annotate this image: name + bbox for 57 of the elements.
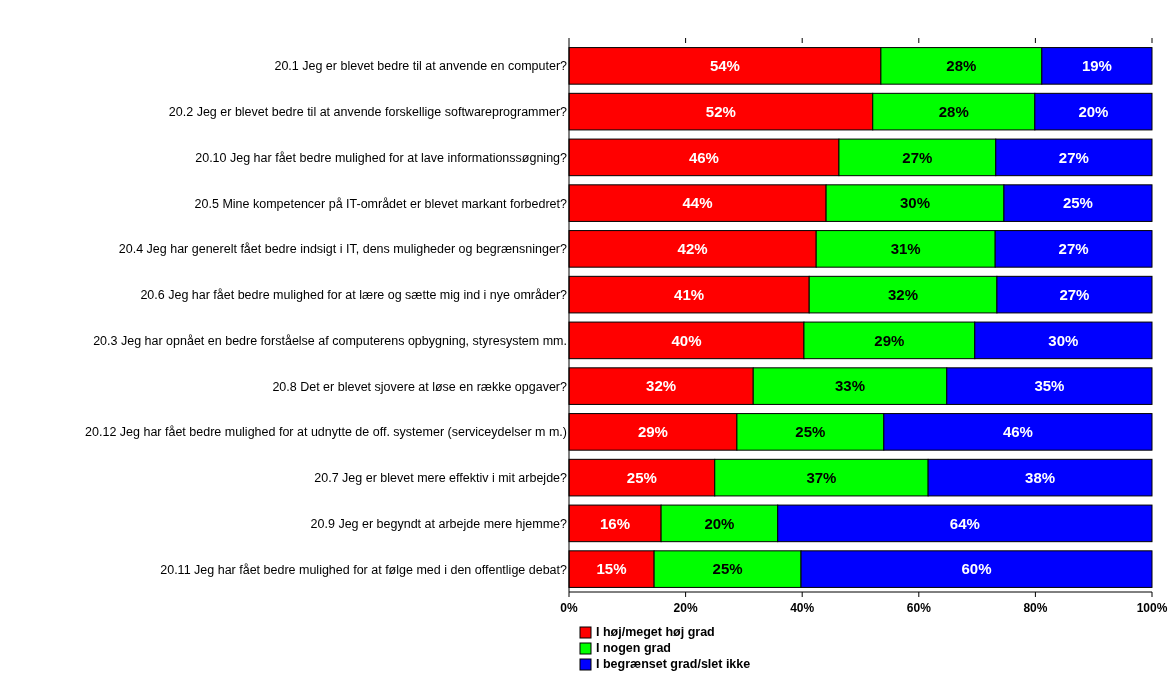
data-label: 25% xyxy=(795,423,826,441)
x-tick-label: 100% xyxy=(1136,601,1168,616)
y-tick-label: 20.11 Jeg har fået bedre mulighed for at følge med i den offentlige debat? xyxy=(160,562,568,577)
data-label: 16% xyxy=(600,514,631,532)
data-label: 29% xyxy=(637,423,668,441)
data-label: 40% xyxy=(671,331,702,349)
y-tick-label: 20.3 Jeg har opnået en bedre forståelse af computerens opbygning, styresystem mm. xyxy=(93,333,567,348)
data-label: 33% xyxy=(834,377,866,395)
data-label: 54% xyxy=(709,57,740,75)
y-tick-label: 20.5 Mine kompetencer på IT-området er blevet markant forbedret? xyxy=(194,196,568,211)
data-label: 31% xyxy=(890,240,921,258)
data-label: 44% xyxy=(682,194,713,212)
data-label: 60% xyxy=(961,560,992,578)
y-tick-label: 20.2 Jeg er blevet bedre til at anvende forskellige softwareprogrammer? xyxy=(168,105,568,119)
data-label: 19% xyxy=(1081,57,1112,75)
data-label: 32% xyxy=(646,377,677,395)
data-label: 27% xyxy=(902,148,933,166)
data-label: 29% xyxy=(874,331,905,349)
x-tick-label: 60% xyxy=(906,601,932,616)
data-label: 27% xyxy=(1059,285,1090,303)
data-label: 52% xyxy=(705,102,736,120)
data-label: 25% xyxy=(626,468,657,486)
data-label: 46% xyxy=(1002,423,1033,441)
data-label: 32% xyxy=(888,285,919,303)
legend-label: I høj/meget høj grad xyxy=(596,625,715,640)
data-label: 30% xyxy=(1048,331,1079,349)
data-label: 28% xyxy=(938,102,969,120)
data-label: 27% xyxy=(1058,148,1089,166)
legend-label: I nogen grad xyxy=(596,641,671,656)
y-tick-label: 20.4 Jeg har generelt fået bedre indsigt i IT, dens muligheder og begrænsninger? xyxy=(118,242,568,257)
data-label: 41% xyxy=(674,285,705,303)
data-label: 28% xyxy=(946,57,977,75)
x-tick-label: 0% xyxy=(560,601,578,616)
data-label: 38% xyxy=(1025,468,1056,486)
data-label: 64% xyxy=(949,514,980,532)
x-tick-label: 40% xyxy=(790,601,815,616)
y-tick-label: 20.8 Det er blevet sjovere at løse en række opgaver? xyxy=(272,379,568,394)
data-label: 37% xyxy=(806,468,837,486)
data-label: 20% xyxy=(704,514,735,532)
data-label: 46% xyxy=(688,148,719,166)
x-tick-label: 20% xyxy=(673,601,698,616)
x-tick-label: 80% xyxy=(1023,601,1048,616)
data-label: 30% xyxy=(899,194,931,212)
data-label: 20% xyxy=(1078,102,1109,120)
data-label: 25% xyxy=(1062,194,1093,212)
y-tick-label: 20.9 Jeg er begyndt at arbejde mere hjemme? xyxy=(310,516,568,531)
data-label: 25% xyxy=(712,560,743,578)
y-tick-label: 20.1 Jeg er blevet bedre til at anvende en computer? xyxy=(274,59,568,74)
data-label: 15% xyxy=(596,560,627,578)
data-label: 27% xyxy=(1058,240,1089,258)
legend-label: I begrænset grad/slet ikke xyxy=(596,657,751,672)
data-label: 42% xyxy=(677,240,708,258)
data-label: 35% xyxy=(1034,377,1065,395)
y-tick-label: 20.6 Jeg har fået bedre mulighed for at lære og sætte mig ind i nye områder? xyxy=(140,288,568,302)
y-tick-label: 20.7 Jeg er blevet mere effektiv i mit arbejde? xyxy=(314,471,568,485)
y-tick-label: 20.10 Jeg har fået bedre mulighed for at lave informationssøgning? xyxy=(195,150,568,165)
y-tick-label: 20.12 Jeg har fået bedre mulighed for at udnytte de off. systemer (serviceydelser m m.) xyxy=(85,425,567,440)
